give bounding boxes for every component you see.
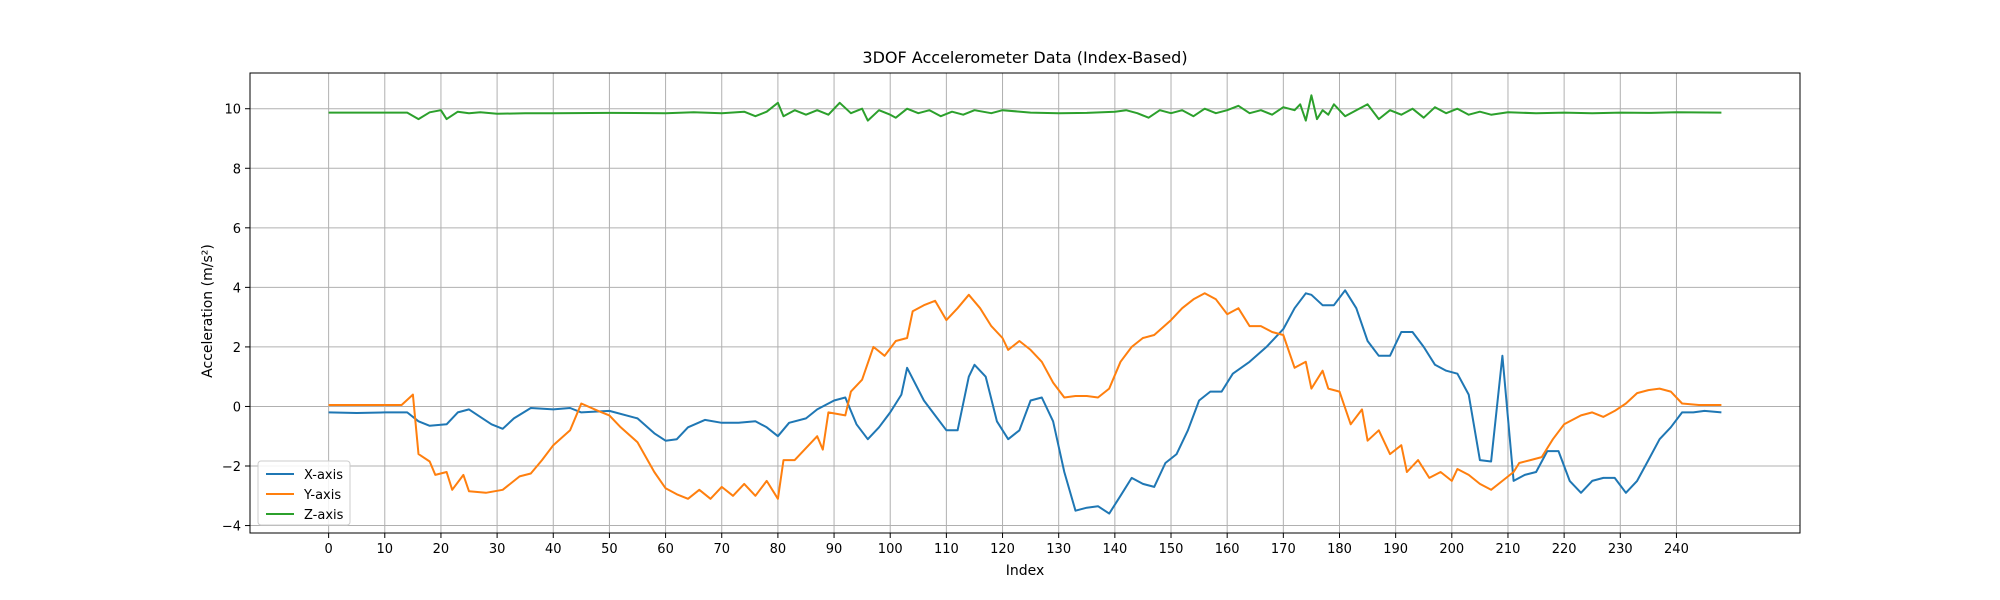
series-line-y-axis [328,292,1722,500]
x-tick-label: 220 [1552,542,1577,557]
series-layer [328,94,1722,515]
legend-label: X-axis [304,468,343,483]
legend-label: Y-axis [303,488,341,503]
series-line-x-axis [328,289,1722,515]
y-tick-label: 0 [233,400,241,415]
x-tick-label: 190 [1383,542,1408,557]
legend-label: Z-axis [304,508,344,523]
x-tick-label: 70 [713,542,730,557]
x-tick-label: 40 [545,542,562,557]
y-tick-label: 6 [233,222,241,237]
x-axis-label: Index [1006,563,1045,579]
y-tick-label: −2 [222,460,241,475]
plot-frame [249,72,1801,534]
x-tick-label: 10 [377,542,394,557]
x-tick-label: 60 [657,542,674,557]
legend-box [257,460,351,526]
legend: X-axis Y-axis Z-axis [257,460,351,526]
x-tick-label: 50 [601,542,618,557]
x-tick-label: 150 [1159,542,1184,557]
x-tick-label: 0 [324,542,332,557]
y-tick-label: 8 [233,162,241,177]
x-tick-label: 30 [489,542,506,557]
x-tick-label: 200 [1439,542,1464,557]
y-tick-label: 2 [233,341,241,356]
grid-lines [250,73,1800,533]
y-axis-ticks: −4 −2 0 2 4 6 8 10 [222,103,250,535]
x-tick-label: 230 [1608,542,1633,557]
x-tick-label: 80 [770,542,787,557]
y-tick-label: 4 [233,281,241,296]
x-tick-label: 110 [934,542,959,557]
y-axis-label: Acceleration (m/s²) [200,244,216,378]
y-tick-label: −4 [222,520,241,535]
series-line-z-axis [328,94,1722,122]
x-tick-label: 100 [878,542,903,557]
x-tick-label: 120 [990,542,1015,557]
x-tick-label: 140 [1102,542,1127,557]
x-tick-label: 240 [1664,542,1689,557]
x-tick-label: 210 [1496,542,1521,557]
x-axis-ticks: 0 10 20 30 40 50 60 70 80 90 100 110 120 130 140 150 160… [324,533,1689,557]
x-tick-label: 130 [1046,542,1071,557]
x-tick-label: 170 [1271,542,1296,557]
chart-title: 3DOF Accelerometer Data (Index-Based) [862,48,1187,67]
x-tick-label: 160 [1215,542,1240,557]
y-tick-label: 10 [224,103,241,118]
x-tick-label: 20 [433,542,450,557]
x-tick-label: 180 [1327,542,1352,557]
x-tick-label: 90 [826,542,843,557]
